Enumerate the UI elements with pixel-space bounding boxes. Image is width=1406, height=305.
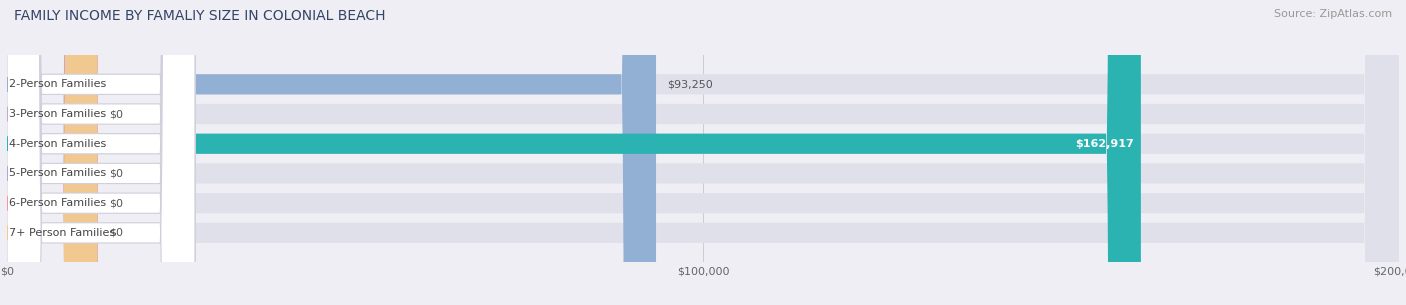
Text: Source: ZipAtlas.com: Source: ZipAtlas.com xyxy=(1274,9,1392,19)
Text: 2-Person Families: 2-Person Families xyxy=(8,79,107,89)
FancyBboxPatch shape xyxy=(7,0,97,305)
FancyBboxPatch shape xyxy=(7,0,97,305)
Text: 6-Person Families: 6-Person Families xyxy=(8,198,105,208)
Text: $93,250: $93,250 xyxy=(668,79,713,89)
FancyBboxPatch shape xyxy=(7,0,1399,305)
Text: $0: $0 xyxy=(108,228,122,238)
FancyBboxPatch shape xyxy=(7,0,1399,305)
FancyBboxPatch shape xyxy=(7,0,1399,305)
Text: $0: $0 xyxy=(108,198,122,208)
FancyBboxPatch shape xyxy=(7,0,1140,305)
FancyBboxPatch shape xyxy=(7,0,97,305)
FancyBboxPatch shape xyxy=(7,0,1399,305)
Text: $0: $0 xyxy=(108,109,122,119)
Text: 7+ Person Families: 7+ Person Families xyxy=(8,228,115,238)
Text: $162,917: $162,917 xyxy=(1076,139,1133,149)
FancyBboxPatch shape xyxy=(7,0,657,305)
FancyBboxPatch shape xyxy=(7,0,195,305)
Text: 4-Person Families: 4-Person Families xyxy=(8,139,107,149)
FancyBboxPatch shape xyxy=(7,0,195,305)
Text: 3-Person Families: 3-Person Families xyxy=(8,109,105,119)
FancyBboxPatch shape xyxy=(7,0,1399,305)
Text: FAMILY INCOME BY FAMALIY SIZE IN COLONIAL BEACH: FAMILY INCOME BY FAMALIY SIZE IN COLONIA… xyxy=(14,9,385,23)
Text: $0: $0 xyxy=(108,168,122,178)
FancyBboxPatch shape xyxy=(7,0,1399,305)
Text: 5-Person Families: 5-Person Families xyxy=(8,168,105,178)
FancyBboxPatch shape xyxy=(7,0,195,305)
FancyBboxPatch shape xyxy=(7,0,97,305)
FancyBboxPatch shape xyxy=(7,0,195,305)
FancyBboxPatch shape xyxy=(7,0,195,305)
FancyBboxPatch shape xyxy=(7,0,195,305)
